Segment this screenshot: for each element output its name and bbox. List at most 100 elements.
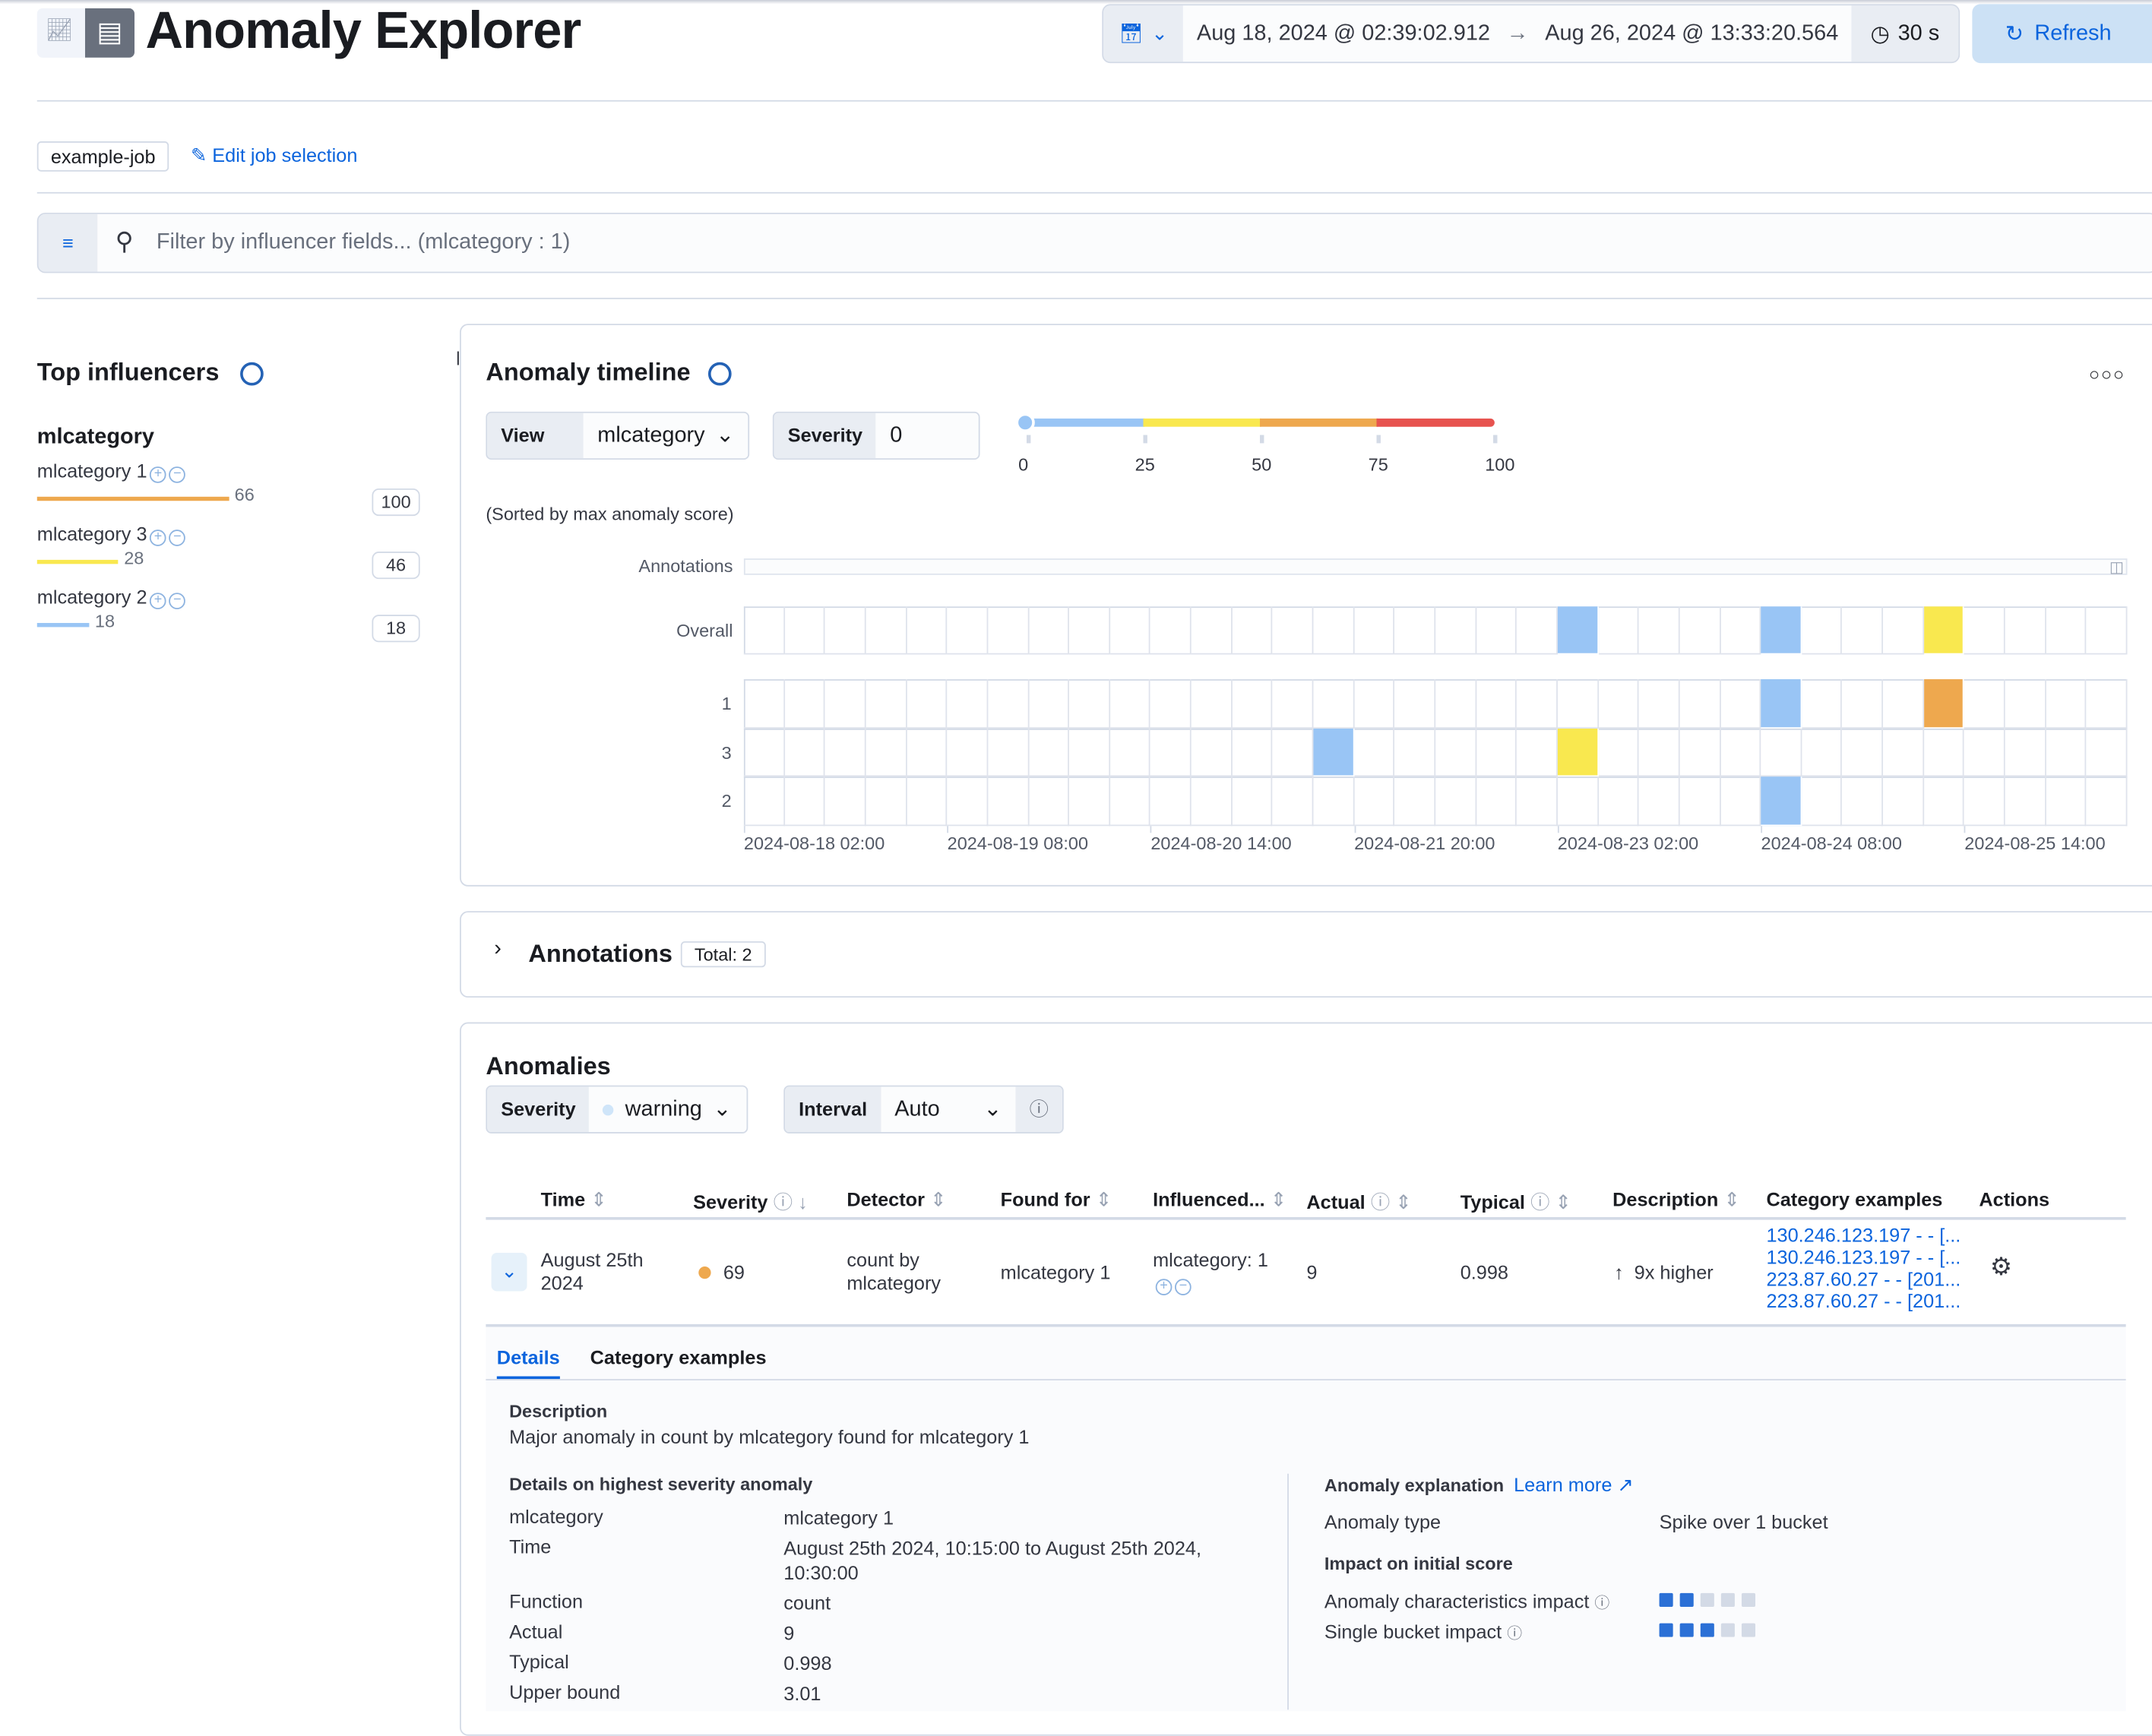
heatmap-cell[interactable]: [1517, 728, 1558, 777]
heatmap-cell[interactable]: [1069, 728, 1110, 777]
heatmap-cell[interactable]: [1109, 606, 1151, 655]
heatmap-cell[interactable]: [947, 776, 989, 826]
tab-details[interactable]: Details: [496, 1346, 560, 1380]
heatmap-cell[interactable]: [1354, 679, 1395, 729]
influencer-label[interactable]: mlcategory 2: [36, 586, 147, 609]
column-header-detector[interactable]: Detector ⇕: [847, 1188, 947, 1210]
edit-job-selection-link[interactable]: ✎ Edit job selection: [191, 144, 357, 168]
heatmap-cell[interactable]: [2005, 679, 2046, 729]
help-icon[interactable]: ⓘ: [1507, 1626, 1523, 1643]
heatmap-cell[interactable]: [1394, 679, 1436, 729]
heatmap-cell[interactable]: [1638, 728, 1680, 777]
influencer-item[interactable]: mlcategory 2 + −: [36, 586, 186, 609]
filter-out-icon[interactable]: −: [169, 530, 186, 546]
sort-icon[interactable]: ⇕: [1270, 1188, 1287, 1210]
heatmap-cell[interactable]: [1394, 776, 1436, 826]
quick-menu-button[interactable]: 📅︎ ⌄: [1103, 5, 1183, 62]
heatmap-cell[interactable]: [988, 606, 1029, 655]
heatmap-cell[interactable]: [907, 728, 948, 777]
heatmap-cell[interactable]: [1802, 606, 1843, 655]
tab-category-examples[interactable]: Category examples: [590, 1345, 767, 1368]
heatmap-cell[interactable]: [866, 606, 907, 655]
filter-in-icon[interactable]: +: [150, 530, 166, 546]
heatmap-cell[interactable]: [1232, 606, 1273, 655]
heatmap-cell[interactable]: [1109, 776, 1151, 826]
heatmap-cell[interactable]: [824, 679, 866, 729]
filter-out-icon[interactable]: −: [169, 466, 186, 483]
sort-icon[interactable]: ⓘ ⇕: [1370, 1191, 1412, 1213]
heatmap-cell[interactable]: [2005, 776, 2046, 826]
category-example-link[interactable]: 130.246.123.197 - - [...: [1766, 1224, 1961, 1246]
heatmap-cell[interactable]: [1679, 776, 1720, 826]
column-header-actual[interactable]: Actual ⓘ ⇕: [1306, 1191, 1412, 1213]
severity-threshold-input[interactable]: Severity 0: [772, 411, 980, 460]
heatmap-cell[interactable]: [1679, 679, 1720, 729]
heatmap-cell[interactable]: [1638, 776, 1680, 826]
heatmap-cell[interactable]: [1191, 728, 1233, 777]
column-header-found-for[interactable]: Found for ⇕: [1000, 1188, 1112, 1210]
heatmap-cell[interactable]: [1435, 606, 1476, 655]
heatmap-cell[interactable]: [1557, 606, 1599, 655]
filter-in-icon[interactable]: +: [150, 593, 166, 609]
column-header-typical[interactable]: Typical ⓘ ⇕: [1460, 1191, 1571, 1213]
heatmap-cell[interactable]: [1232, 728, 1273, 777]
heatmap-cell[interactable]: [784, 776, 825, 826]
heatmap-cell[interactable]: [1761, 776, 1802, 826]
heatmap-cell[interactable]: [988, 776, 1029, 826]
learn-more-link[interactable]: Learn more ↗: [1514, 1473, 1634, 1496]
heatmap-cell[interactable]: [1883, 776, 1924, 826]
gear-icon[interactable]: ⚙: [1989, 1252, 2012, 1281]
heatmap-cell[interactable]: [1069, 776, 1110, 826]
heatmap-cell[interactable]: [1028, 606, 1070, 655]
filter-out-icon[interactable]: −: [169, 593, 186, 609]
heatmap-cell[interactable]: [1232, 776, 1273, 826]
filter-in-icon[interactable]: +: [150, 466, 166, 483]
heatmap-cell[interactable]: [1272, 728, 1314, 777]
influencer-item[interactable]: mlcategory 3 + −: [37, 523, 186, 546]
heatmap-cell[interactable]: [1598, 606, 1639, 655]
heatmap-cell[interactable]: [1394, 606, 1436, 655]
heatmap-cell[interactable]: [824, 728, 866, 777]
heatmap-cell[interactable]: [2046, 606, 2087, 655]
heatmap-cell[interactable]: [1354, 728, 1395, 777]
chevron-right-icon[interactable]: ›: [494, 937, 502, 961]
heatmap-cell[interactable]: [1923, 606, 1965, 655]
heatmap-cell[interactable]: [1150, 679, 1192, 729]
heatmap-cell[interactable]: [1883, 606, 1924, 655]
heatmap-cell[interactable]: [2086, 776, 2128, 826]
time-picker[interactable]: 📅︎ ⌄ Aug 18, 2024 @ 02:39:02.912 → Aug 26, …: [1102, 4, 1961, 64]
heatmap-cell[interactable]: [1191, 776, 1233, 826]
heatmap-cell[interactable]: [1720, 776, 1761, 826]
sort-icon[interactable]: ⇕: [1723, 1188, 1740, 1210]
heatmap-cell[interactable]: [1802, 776, 1843, 826]
help-icon[interactable]: [708, 362, 732, 386]
heatmap-cell[interactable]: [1883, 679, 1924, 729]
heatmap-cell[interactable]: [2046, 776, 2087, 826]
help-icon[interactable]: ⓘ: [1015, 1086, 1062, 1133]
heatmap-cell[interactable]: [2005, 728, 2046, 777]
heatmap-cell[interactable]: [1313, 679, 1355, 729]
heatmap-cell[interactable]: [1923, 679, 1965, 729]
sort-icon[interactable]: ⇕: [1095, 1188, 1112, 1210]
heatmap-cell[interactable]: [1761, 679, 1802, 729]
heatmap-cell[interactable]: [2046, 679, 2087, 729]
more-options-icon[interactable]: ○○○: [2088, 363, 2125, 384]
expand-row-button[interactable]: ⌄: [491, 1252, 527, 1292]
heatmap-cell[interactable]: [1354, 606, 1395, 655]
end-date[interactable]: Aug 26, 2024 @ 13:33:20.564: [1545, 21, 1839, 45]
heatmap-cell[interactable]: [1069, 679, 1110, 729]
heatmap-cell[interactable]: [947, 728, 989, 777]
heatmap-cell[interactable]: [1557, 679, 1599, 729]
sort-icon[interactable]: ⇕: [590, 1188, 607, 1210]
heatmap-cell[interactable]: [1069, 606, 1110, 655]
interval-select[interactable]: Interval Auto ⌄ ⓘ: [783, 1085, 1064, 1134]
heatmap-cell[interactable]: [2086, 679, 2128, 729]
influencer-label[interactable]: mlcategory 1: [36, 460, 147, 482]
heatmap-cell[interactable]: [866, 679, 907, 729]
heatmap-cell[interactable]: [1354, 776, 1395, 826]
sort-icon[interactable]: ⓘ ↓: [773, 1191, 808, 1213]
heatmap-cell[interactable]: [1720, 728, 1761, 777]
heatmap-cell[interactable]: [1313, 606, 1355, 655]
heatmap-cell[interactable]: [1842, 606, 1884, 655]
heatmap-cell[interactable]: [1517, 606, 1558, 655]
